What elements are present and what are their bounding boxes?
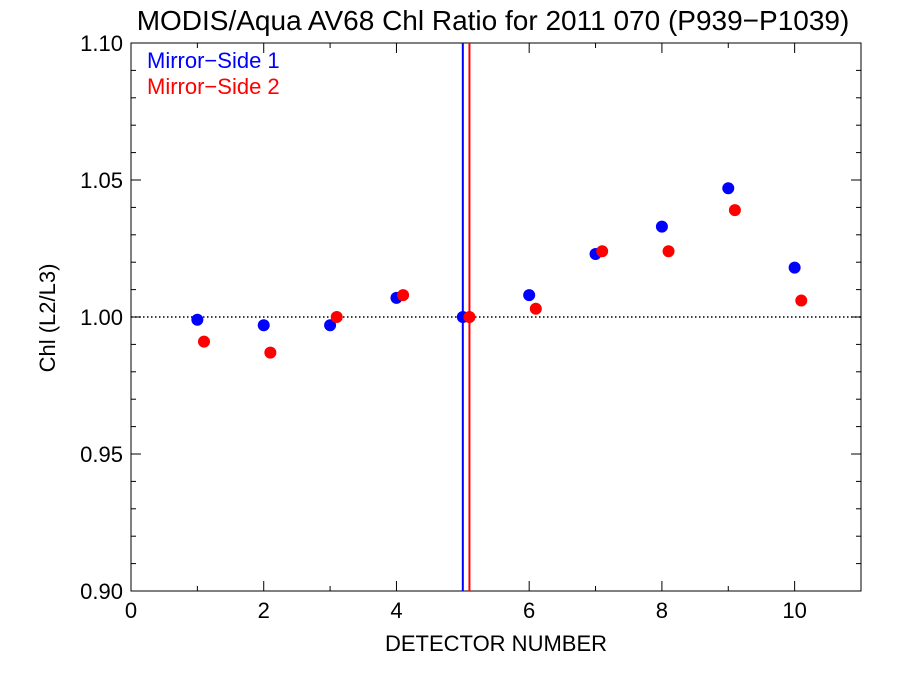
data-point-series-2: [795, 294, 808, 307]
data-point-series-1: [655, 220, 668, 233]
data-point-series-2: [596, 245, 609, 258]
data-point-series-2: [198, 335, 210, 348]
y-tick-label: 1.00: [80, 305, 123, 330]
plot-area: 0 2 4 6 8 10 0.90 0.95 1.00 1.05 1.10: [80, 31, 862, 623]
legend-entry-2: Mirror−Side 2: [147, 74, 280, 99]
data-point-series-2: [662, 245, 675, 258]
data-point-series-2: [529, 302, 542, 315]
data-point-series-2: [330, 311, 343, 323]
y-tick-label: 0.90: [80, 579, 123, 604]
data-point-series-1: [324, 319, 337, 332]
legend-entry-1: Mirror−Side 1: [147, 48, 280, 73]
x-axis-label: DETECTOR NUMBER: [385, 631, 607, 656]
data-point-series-1: [257, 319, 270, 332]
chart-title: MODIS/Aqua AV68 Chl Ratio for 2011 070 (…: [137, 5, 850, 36]
x-tick-label: 8: [656, 598, 668, 623]
data-point-series-2: [397, 289, 410, 302]
x-tick-label: 0: [125, 598, 137, 623]
y-tick-label: 1.05: [80, 168, 123, 193]
y-axis-label: Chl (L2/L3): [35, 264, 60, 373]
data-point-series-1: [788, 261, 801, 274]
data-point-series-2: [463, 311, 476, 323]
data-point-series-1: [722, 182, 735, 195]
y-tick-label: 0.95: [80, 442, 123, 467]
x-tick-label: 10: [782, 598, 806, 623]
data-point-series-2: [728, 204, 741, 217]
data-point-series-1: [191, 313, 204, 326]
data-point-series-1: [523, 289, 536, 302]
x-tick-label: 6: [523, 598, 535, 623]
data-point-series-2: [264, 346, 277, 359]
y-tick-label: 1.10: [80, 31, 123, 56]
x-tick-label: 4: [390, 598, 402, 623]
x-tick-label: 2: [258, 598, 270, 623]
